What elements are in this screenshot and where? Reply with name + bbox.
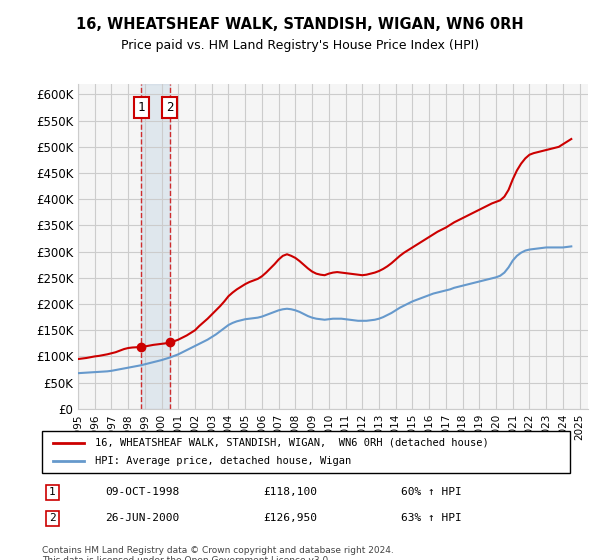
Bar (141, 84, 170, 409)
Text: £118,100: £118,100 (264, 487, 318, 497)
Text: 1: 1 (137, 101, 145, 114)
Text: 63% ↑ HPI: 63% ↑ HPI (401, 514, 462, 524)
Text: 09-OCT-1998: 09-OCT-1998 (106, 487, 179, 497)
Text: 2: 2 (49, 514, 56, 524)
Text: 16, WHEATSHEAF WALK, STANDISH, WIGAN,  WN6 0RH (detached house): 16, WHEATSHEAF WALK, STANDISH, WIGAN, WN… (95, 438, 488, 448)
FancyBboxPatch shape (42, 431, 570, 473)
Text: 60% ↑ HPI: 60% ↑ HPI (401, 487, 462, 497)
Text: Price paid vs. HM Land Registry's House Price Index (HPI): Price paid vs. HM Land Registry's House … (121, 39, 479, 52)
Text: 1: 1 (49, 487, 56, 497)
Text: £126,950: £126,950 (264, 514, 318, 524)
Text: Contains HM Land Registry data © Crown copyright and database right 2024.
This d: Contains HM Land Registry data © Crown c… (42, 546, 394, 560)
Text: 26-JUN-2000: 26-JUN-2000 (106, 514, 179, 524)
Text: 16, WHEATSHEAF WALK, STANDISH, WIGAN, WN6 0RH: 16, WHEATSHEAF WALK, STANDISH, WIGAN, WN… (76, 17, 524, 32)
Text: 2: 2 (166, 101, 173, 114)
Text: HPI: Average price, detached house, Wigan: HPI: Average price, detached house, Wiga… (95, 456, 351, 466)
